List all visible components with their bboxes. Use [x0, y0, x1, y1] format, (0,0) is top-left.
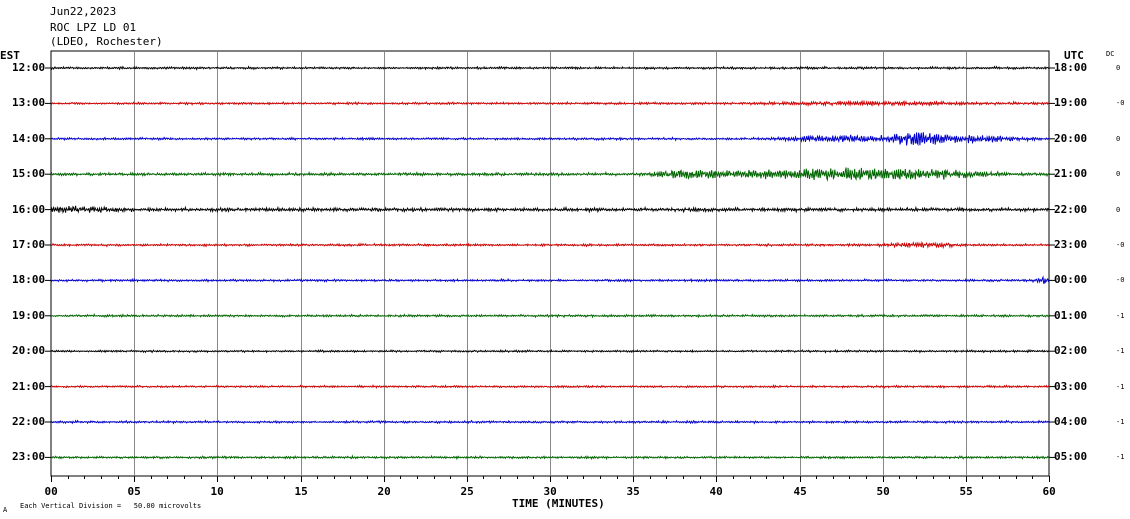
- utc-hour-label: 21:00: [1054, 167, 1088, 181]
- dc-offset-label: 0: [1116, 64, 1121, 72]
- est-hour-label: 16:00: [12, 202, 46, 216]
- corner-mark: A: [3, 506, 8, 514]
- trace-1900: [50, 312, 1050, 319]
- dc-offset-label: 0: [1116, 134, 1121, 143]
- utc-hour-label: 19:00: [1054, 96, 1088, 110]
- trace-2100: [50, 384, 1050, 390]
- trace-1500: [50, 167, 1050, 182]
- est-hour-label: 13:00: [12, 96, 46, 110]
- est-hour-label: 17:00: [12, 238, 46, 251]
- x-tick-label: 55: [959, 485, 973, 498]
- est-hour-label: 23:00: [12, 450, 46, 464]
- est-hour-label: 19:00: [12, 308, 46, 322]
- utc-hour-label: 20:00: [1054, 131, 1088, 145]
- trace-2200: [50, 419, 1050, 425]
- x-axis-title: TIME (MINUTES): [512, 497, 605, 510]
- trace-1700: [50, 240, 1050, 250]
- est-hour-label: 22:00: [12, 415, 46, 428]
- trace-1200: [50, 65, 1050, 71]
- est-hour-label: 12:00: [12, 61, 46, 74]
- dc-label: DC: [1106, 50, 1115, 58]
- x-tick-label: 45: [793, 485, 807, 498]
- trace-1800: [50, 275, 1050, 285]
- date-label: Jun22,2023: [50, 5, 117, 18]
- trace-2000: [50, 348, 1050, 354]
- x-tick-label: 05: [127, 485, 141, 498]
- dc-offset-label: 0: [1116, 205, 1121, 214]
- est-hour-label: 15:00: [12, 167, 46, 181]
- dc-offset-label: -0: [1116, 99, 1125, 108]
- utc-hour-label: 04:00: [1054, 415, 1088, 428]
- dc-offset-label: -1: [1116, 311, 1125, 320]
- est-hour-label: 20:00: [12, 344, 46, 358]
- utc-hour-label: 05:00: [1054, 450, 1088, 464]
- trace-1600: [50, 205, 1050, 214]
- trace-1300: [50, 99, 1050, 108]
- x-tick-label: 40: [709, 485, 723, 498]
- est-hour-label: 21:00: [12, 379, 46, 393]
- x-tick-label: 20: [377, 485, 391, 498]
- scale-note: Each Vertical Division = 50.00 microvolt…: [20, 502, 202, 510]
- station-label: ROC LPZ LD 01: [50, 21, 137, 34]
- est-axis-label: EST: [0, 49, 20, 62]
- utc-hour-label: 18:00: [1054, 61, 1088, 74]
- utc-axis-label: UTC: [1064, 49, 1084, 62]
- dc-offset-label: -1: [1116, 418, 1125, 426]
- utc-hour-label: 01:00: [1054, 308, 1088, 322]
- trace-2300: [50, 454, 1050, 461]
- trace-1400: [50, 132, 1050, 147]
- x-tick-label: 00: [44, 485, 58, 498]
- est-hour-label: 18:00: [12, 273, 46, 287]
- x-tick-label: 30: [543, 485, 557, 498]
- x-tick-label: 35: [626, 485, 640, 498]
- dc-offset-label: -1: [1116, 453, 1125, 462]
- x-tick-label: 10: [210, 485, 224, 498]
- x-tick-label: 60: [1042, 485, 1056, 498]
- dc-offset-label: -1: [1116, 382, 1125, 391]
- utc-hour-label: 00:00: [1054, 273, 1088, 287]
- est-hour-label: 14:00: [12, 131, 46, 145]
- x-tick-label: 25: [460, 485, 474, 498]
- x-tick-label: 50: [876, 485, 890, 498]
- utc-hour-label: 02:00: [1054, 344, 1088, 358]
- utc-hour-label: 23:00: [1054, 238, 1088, 251]
- network-label: (LDEO, Rochester): [50, 35, 163, 48]
- x-tick-label: 15: [294, 485, 308, 498]
- dc-offset-label: -0: [1116, 241, 1125, 249]
- dc-offset-label: -0: [1116, 276, 1125, 285]
- utc-hour-label: 22:00: [1054, 202, 1088, 216]
- utc-hour-label: 03:00: [1054, 379, 1088, 393]
- dc-offset-label: -1: [1116, 347, 1125, 356]
- dc-offset-label: 0: [1116, 170, 1121, 179]
